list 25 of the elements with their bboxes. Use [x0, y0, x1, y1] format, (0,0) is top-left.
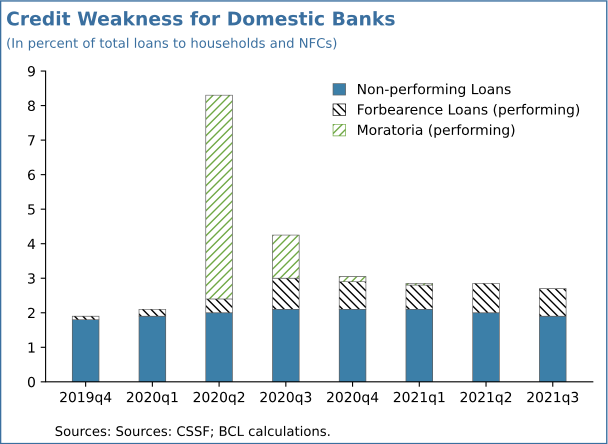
- x-tick-label: 2020q3: [260, 392, 312, 406]
- x-tick-label: 2021q2: [460, 392, 512, 406]
- x-tick-label: 2020q4: [327, 392, 378, 406]
- y-tick-label: 4: [28, 238, 36, 249]
- y-tick-label: 9: [28, 66, 35, 77]
- legend-label: Moratoria (performing): [358, 124, 514, 138]
- y-tick-label: 2: [28, 308, 34, 318]
- y-tick-label: 3: [28, 273, 35, 284]
- y-tick-label: 8: [28, 100, 35, 112]
- y-tick-label: 0: [28, 376, 35, 388]
- bar: [72, 319, 100, 382]
- y-tick-label: 5: [28, 204, 35, 215]
- chart-subtitle: (In percent of total loans to households and NFCs): [7, 38, 336, 51]
- chart-title: Credit Weakness for Domestic Banks: [7, 11, 395, 26]
- x-tick-label: 2021q3: [527, 392, 578, 406]
- x-tick-label: 2020q1: [126, 392, 178, 406]
- x-tick-label: 2019q4: [60, 392, 112, 406]
- legend-label: Forbearence Loans (performing): [358, 104, 580, 118]
- source-note: Sources: Sources: CSSF; BCL calculations.: [56, 426, 330, 438]
- legend-label: Non-performing Loans: [358, 84, 511, 97]
- x-tick-label: 2021q1: [394, 392, 445, 406]
- y-tick-label: 1: [28, 342, 35, 353]
- y-tick-label: 7: [28, 135, 35, 146]
- y-tick-label: 6: [28, 170, 36, 180]
- x-tick-label: 2020q2: [194, 392, 244, 406]
